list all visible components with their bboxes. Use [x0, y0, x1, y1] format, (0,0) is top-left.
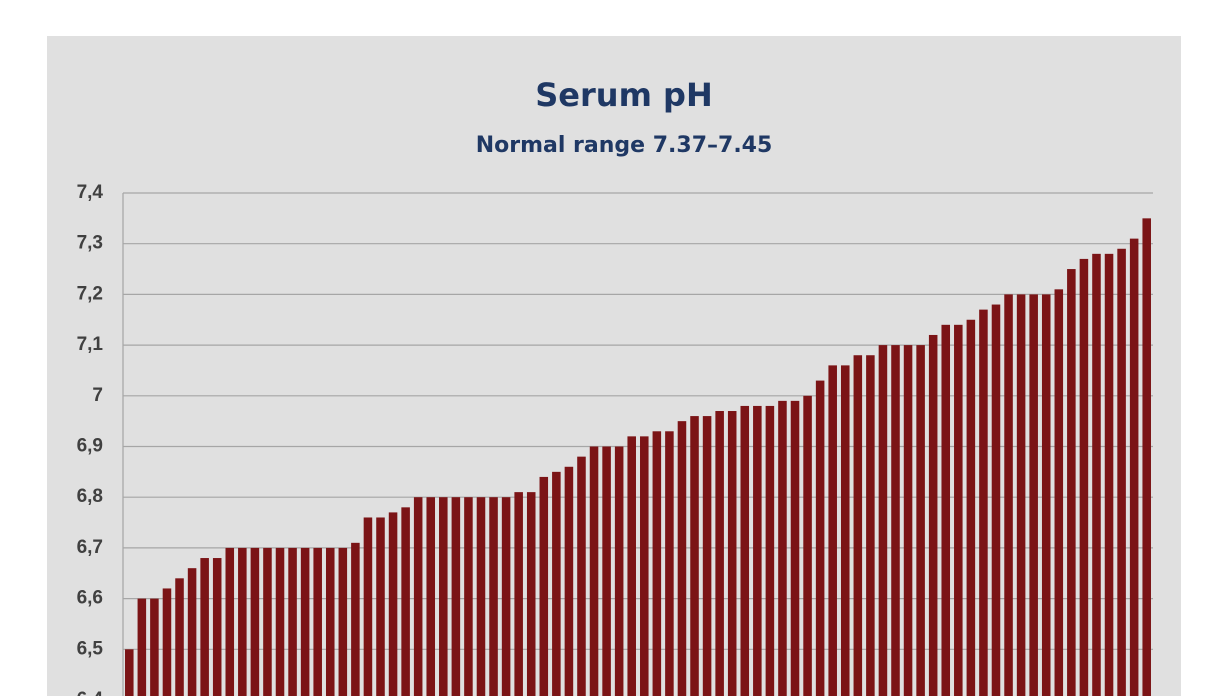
bar: [125, 649, 134, 696]
bar: [351, 542, 360, 696]
bar: [338, 547, 348, 696]
bar: [439, 497, 448, 696]
bar: [250, 547, 260, 696]
bar: [840, 365, 850, 696]
bar: [376, 517, 385, 696]
bar: [489, 497, 498, 696]
bar: [589, 446, 599, 696]
y-tick-label: 6,7: [77, 537, 103, 558]
bar: [539, 476, 549, 696]
bar: [803, 395, 812, 696]
bar: [677, 421, 687, 696]
bar: [1117, 248, 1126, 696]
bar: [790, 400, 800, 696]
bar: [1029, 294, 1038, 696]
bar: [526, 492, 536, 696]
bar: [928, 334, 938, 696]
bar: [1079, 258, 1089, 696]
bar: [1004, 294, 1013, 696]
bar: [1129, 238, 1139, 696]
bar: [991, 304, 1001, 696]
bar: [702, 416, 712, 696]
y-tick-label: 6,4: [77, 689, 104, 696]
bar: [514, 492, 523, 696]
bar: [1041, 294, 1051, 696]
bar: [652, 431, 662, 696]
bar: [778, 400, 787, 696]
bar: [979, 309, 988, 696]
bar: [200, 558, 209, 696]
bar: [727, 411, 737, 696]
bar: [162, 588, 172, 696]
bar: [1092, 253, 1101, 696]
bar: [690, 416, 699, 696]
chart-subtitle: Normal range 7.37–7.45: [476, 133, 773, 158]
bar: [891, 345, 900, 696]
bar: [828, 365, 837, 696]
y-tick-label: 6,8: [77, 486, 103, 507]
bar: [413, 497, 423, 696]
bar: [765, 405, 775, 696]
bar: [627, 436, 636, 696]
bar: [263, 547, 272, 696]
bar: [426, 497, 436, 696]
bar: [225, 547, 235, 696]
bar: [640, 436, 649, 696]
bar: [966, 319, 976, 696]
bar: [602, 446, 611, 696]
bar: [175, 578, 184, 696]
bar: [577, 456, 586, 696]
bar: [464, 497, 473, 696]
bar: [614, 446, 624, 696]
y-tick-label: 7,3: [77, 233, 103, 254]
y-tick-label: 6,6: [77, 588, 103, 609]
bar: [564, 466, 574, 696]
bar: [363, 517, 373, 696]
y-tick-label: 7,4: [77, 182, 104, 203]
bar: [916, 345, 925, 696]
bar: [238, 547, 247, 696]
bar: [815, 380, 825, 696]
bar: [300, 547, 310, 696]
y-tick-label: 6,9: [77, 436, 103, 457]
bar: [288, 547, 297, 696]
bar: [1104, 253, 1114, 696]
bar: [388, 512, 398, 696]
bar: [740, 405, 750, 696]
y-tick-label: 6,5: [77, 638, 104, 659]
bar: [187, 568, 197, 696]
bar: [1067, 269, 1076, 696]
bar: [903, 345, 913, 696]
bar: [1016, 294, 1026, 696]
bar: [1142, 218, 1151, 696]
y-tick-label: 7,2: [77, 283, 103, 304]
bar: [401, 507, 410, 696]
y-tick-label: 7,1: [77, 334, 104, 355]
bar: [501, 497, 511, 696]
bar: [137, 598, 147, 696]
bar: [451, 497, 461, 696]
bar: [476, 497, 486, 696]
chart-title: Serum pH: [535, 76, 712, 114]
bar: [1054, 289, 1064, 696]
bar: [325, 547, 335, 696]
y-tick-label: 7: [92, 385, 103, 406]
bar: [878, 345, 888, 696]
bar: [753, 405, 762, 696]
bar: [954, 324, 963, 696]
bar: [715, 411, 724, 696]
bar: [150, 598, 159, 696]
bar: [941, 324, 951, 696]
bar: [665, 431, 674, 696]
bar: [275, 547, 285, 696]
bar: [866, 355, 875, 696]
bar: [313, 547, 322, 696]
bar: [212, 558, 222, 696]
bar: [552, 471, 561, 696]
bar: [853, 355, 863, 696]
